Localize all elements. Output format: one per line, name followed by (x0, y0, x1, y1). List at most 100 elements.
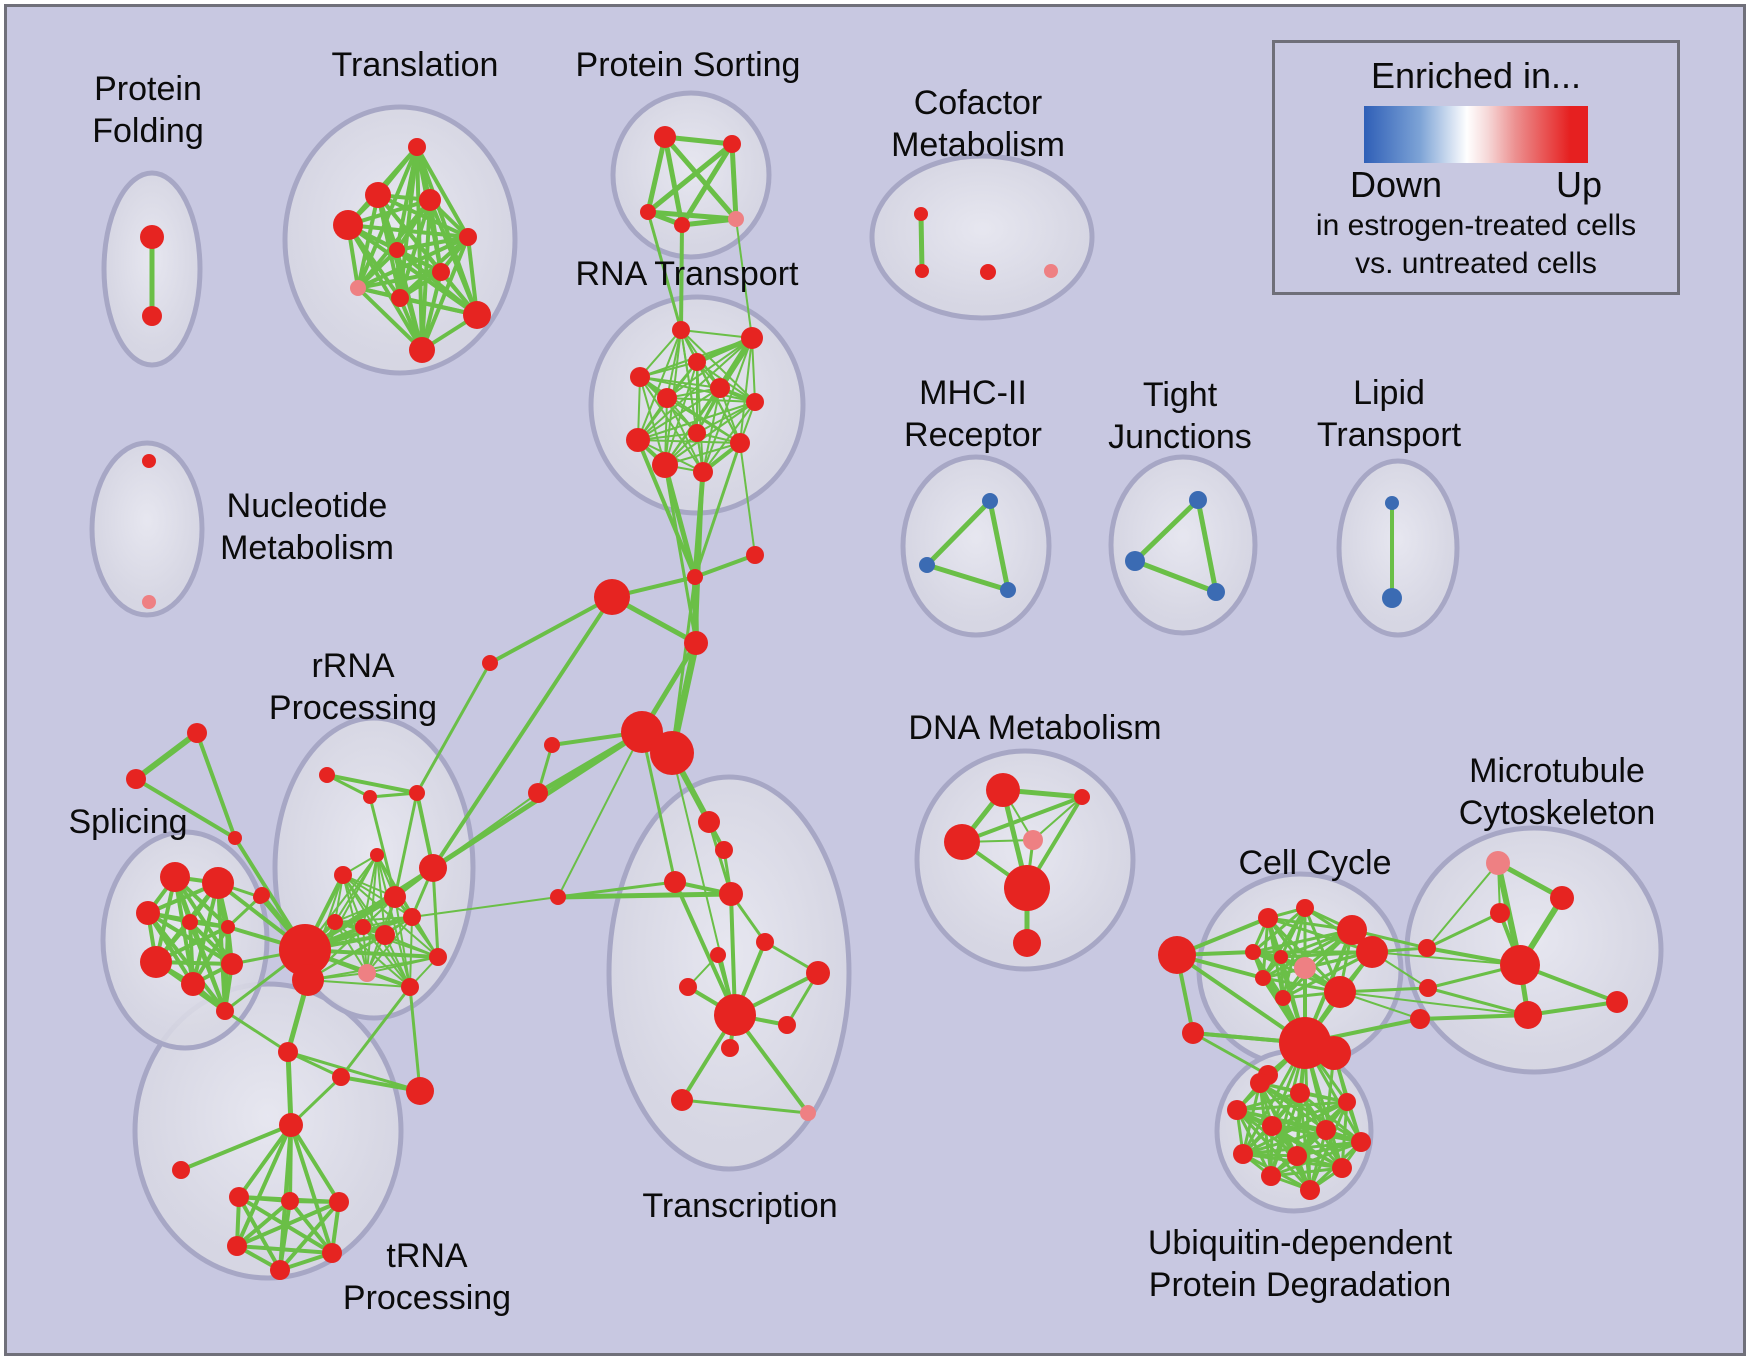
node-MH0[interactable] (982, 493, 998, 509)
node-RT4[interactable] (710, 378, 730, 398)
node-TR8[interactable] (714, 994, 756, 1036)
node-D1[interactable] (1074, 789, 1090, 805)
node-X0[interactable] (187, 723, 207, 743)
node-CC2[interactable] (1258, 908, 1278, 928)
node-R13[interactable] (292, 964, 324, 996)
node-R9[interactable] (355, 919, 371, 935)
node-RT0[interactable] (672, 321, 690, 339)
node-T7[interactable] (350, 280, 366, 296)
node-TR2[interactable] (664, 871, 686, 893)
node-LP1[interactable] (1382, 588, 1402, 608)
node-RT6[interactable] (746, 393, 764, 411)
node-T4[interactable] (459, 228, 477, 246)
node-PS1[interactable] (723, 135, 741, 153)
node-CC14[interactable] (1410, 1009, 1430, 1029)
node-TN4[interactable] (229, 1187, 249, 1207)
node-RT7[interactable] (688, 424, 706, 442)
node-S2[interactable] (136, 901, 160, 925)
node-D0[interactable] (986, 773, 1020, 807)
node-S5[interactable] (140, 946, 172, 978)
node-CC16[interactable] (1317, 1036, 1351, 1070)
node-M1[interactable] (1550, 886, 1574, 910)
node-TR3[interactable] (719, 882, 743, 906)
node-UB8[interactable] (1287, 1146, 1307, 1166)
node-CF3[interactable] (1044, 264, 1058, 278)
node-T8[interactable] (391, 289, 409, 307)
node-CC11[interactable] (1324, 976, 1356, 1008)
node-CC10[interactable] (1275, 990, 1291, 1006)
node-RT9[interactable] (730, 433, 750, 453)
node-S0[interactable] (160, 862, 190, 892)
node-TR1[interactable] (715, 841, 733, 859)
node-R16[interactable] (401, 978, 419, 996)
node-S4[interactable] (221, 920, 235, 934)
node-RT3[interactable] (630, 367, 650, 387)
node-R2[interactable] (409, 785, 425, 801)
node-R1[interactable] (363, 790, 377, 804)
node-S7[interactable] (221, 953, 243, 975)
node-R10[interactable] (375, 925, 395, 945)
node-T1[interactable] (365, 182, 391, 208)
node-RT11[interactable] (693, 462, 713, 482)
node-T9[interactable] (463, 301, 491, 329)
node-NU0[interactable] (142, 454, 156, 468)
node-TN3[interactable] (172, 1161, 190, 1179)
node-PS0[interactable] (654, 126, 676, 148)
node-G0[interactable] (482, 655, 498, 671)
node-MH1[interactable] (919, 557, 935, 573)
node-TJ2[interactable] (1207, 583, 1225, 601)
node-TP1[interactable] (650, 731, 694, 775)
node-CC13[interactable] (1419, 979, 1437, 997)
node-TR11[interactable] (671, 1089, 693, 1111)
node-TJ0[interactable] (1189, 491, 1207, 509)
node-TR5[interactable] (710, 947, 726, 963)
node-S1[interactable] (202, 867, 234, 899)
node-S8[interactable] (216, 1002, 234, 1020)
node-TR0[interactable] (698, 811, 720, 833)
node-T3[interactable] (419, 189, 441, 211)
node-M4[interactable] (1514, 1001, 1542, 1029)
node-L1[interactable] (528, 783, 548, 803)
node-RT5[interactable] (657, 388, 677, 408)
node-CC1[interactable] (1182, 1022, 1204, 1044)
node-R14[interactable] (429, 948, 447, 966)
node-S6[interactable] (181, 972, 205, 996)
node-CC6[interactable] (1274, 950, 1288, 964)
node-R8[interactable] (327, 914, 343, 930)
node-UB1[interactable] (1290, 1083, 1310, 1103)
node-C1[interactable] (746, 546, 764, 564)
node-TN5[interactable] (281, 1192, 299, 1210)
node-TN7[interactable] (227, 1236, 247, 1256)
node-C0[interactable] (687, 569, 703, 585)
node-X2[interactable] (228, 831, 242, 845)
node-T6[interactable] (432, 263, 450, 281)
node-T10[interactable] (409, 337, 435, 363)
node-PS4[interactable] (728, 211, 744, 227)
node-TP0[interactable] (621, 711, 663, 753)
node-M3[interactable] (1500, 945, 1540, 985)
node-UB10[interactable] (1261, 1166, 1281, 1186)
node-D2[interactable] (944, 824, 980, 860)
node-RT1[interactable] (741, 327, 763, 349)
node-RT2[interactable] (688, 353, 706, 371)
node-M5[interactable] (1606, 991, 1628, 1013)
node-UB6[interactable] (1351, 1132, 1371, 1152)
node-S3[interactable] (182, 914, 198, 930)
node-T5[interactable] (389, 242, 405, 258)
node-UB7[interactable] (1233, 1144, 1253, 1164)
node-CC3[interactable] (1296, 899, 1314, 917)
node-TN0[interactable] (278, 1042, 298, 1062)
node-CC7[interactable] (1294, 957, 1316, 979)
node-CC0[interactable] (1158, 936, 1196, 974)
node-R0[interactable] (319, 767, 335, 783)
node-R15[interactable] (358, 964, 376, 982)
node-R4[interactable] (334, 866, 352, 884)
node-UB4[interactable] (1262, 1116, 1282, 1136)
node-CC4[interactable] (1337, 915, 1367, 945)
node-D5[interactable] (1013, 929, 1041, 957)
node-TR4[interactable] (756, 933, 774, 951)
node-TN9[interactable] (270, 1260, 290, 1280)
node-PS2[interactable] (640, 204, 656, 220)
node-TN2[interactable] (279, 1113, 303, 1137)
node-M2[interactable] (1490, 903, 1510, 923)
